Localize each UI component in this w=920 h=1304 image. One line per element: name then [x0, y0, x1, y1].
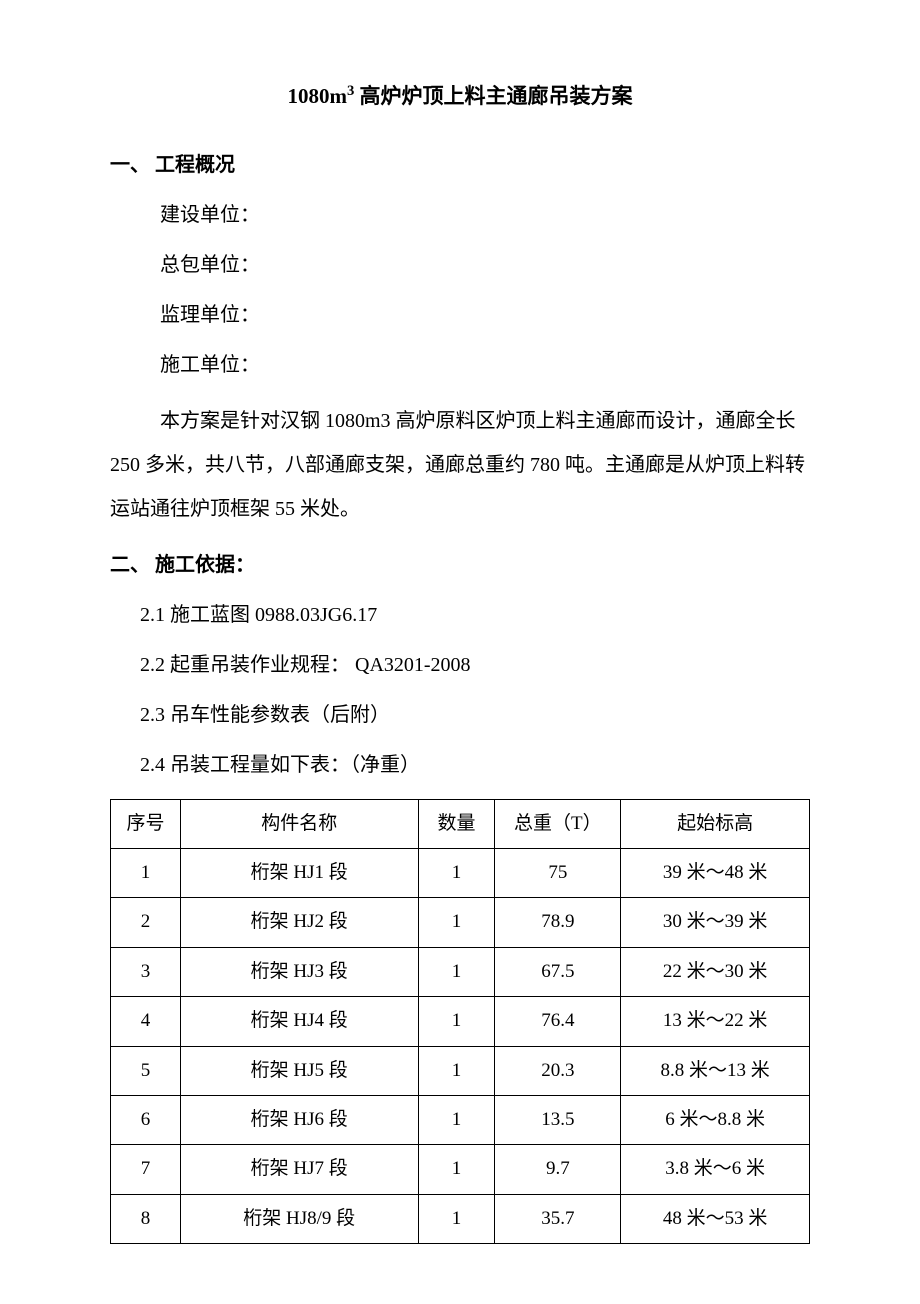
- table-cell: 桁架 HJ4 段: [180, 997, 418, 1046]
- section-2-item-2: 2.2 起重吊装作业规程： QA3201-2008: [110, 649, 810, 681]
- table-cell: 1: [418, 848, 495, 897]
- table-cell: 1: [418, 947, 495, 996]
- table-cell: 5: [111, 1046, 181, 1095]
- table-cell: 76.4: [495, 997, 621, 1046]
- table-cell: 桁架 HJ3 段: [180, 947, 418, 996]
- table-cell: 3.8 米～6 米: [621, 1145, 810, 1194]
- table-cell: 2: [111, 898, 181, 947]
- table-header-seq: 序号: [111, 799, 181, 848]
- table-row: 6 桁架 HJ6 段 1 13.5 6 米～8.8 米: [111, 1095, 810, 1144]
- table-cell: 桁架 HJ6 段: [180, 1095, 418, 1144]
- table-cell: 1: [418, 1194, 495, 1243]
- table-cell: 3: [111, 947, 181, 996]
- table-cell: 1: [418, 997, 495, 1046]
- table-cell: 78.9: [495, 898, 621, 947]
- engineering-quantity-table: 序号 构件名称 数量 总重（T） 起始标高 1 桁架 HJ1 段 1 75 39…: [110, 799, 810, 1245]
- table-header-row: 序号 构件名称 数量 总重（T） 起始标高: [111, 799, 810, 848]
- construction-unit-line: 建设单位：: [110, 199, 810, 231]
- section-2-heading: 二、 施工依据：: [110, 549, 810, 581]
- table-cell: 30 米～39 米: [621, 898, 810, 947]
- section-2-item-3: 2.3 吊车性能参数表（后附）: [110, 699, 810, 731]
- table-cell: 1: [418, 898, 495, 947]
- table-cell: 桁架 HJ2 段: [180, 898, 418, 947]
- table-header-name: 构件名称: [180, 799, 418, 848]
- table-cell: 39 米～48 米: [621, 848, 810, 897]
- document-title: 1080m3 高炉炉顶上料主通廊吊装方案: [110, 80, 810, 114]
- table-cell: 桁架 HJ8/9 段: [180, 1194, 418, 1243]
- table-cell: 75: [495, 848, 621, 897]
- title-prefix: 1080m: [287, 84, 347, 108]
- table-cell: 1: [418, 1095, 495, 1144]
- table-row: 5 桁架 HJ5 段 1 20.3 8.8 米～13 米: [111, 1046, 810, 1095]
- title-suffix: 高炉炉顶上料主通廊吊装方案: [354, 84, 632, 108]
- table-cell: 48 米～53 米: [621, 1194, 810, 1243]
- table-cell: 22 米～30 米: [621, 947, 810, 996]
- table-row: 8 桁架 HJ8/9 段 1 35.7 48 米～53 米: [111, 1194, 810, 1243]
- section-1-heading: 一、 工程概况: [110, 149, 810, 181]
- table-cell: 桁架 HJ5 段: [180, 1046, 418, 1095]
- table-row: 1 桁架 HJ1 段 1 75 39 米～48 米: [111, 848, 810, 897]
- constructor-unit-line: 施工单位：: [110, 349, 810, 381]
- table-cell: 1: [418, 1046, 495, 1095]
- table-cell: 13.5: [495, 1095, 621, 1144]
- table-cell: 1: [111, 848, 181, 897]
- table-cell: 9.7: [495, 1145, 621, 1194]
- table-cell: 1: [418, 1145, 495, 1194]
- general-contractor-line: 总包单位：: [110, 249, 810, 281]
- table-cell: 桁架 HJ1 段: [180, 848, 418, 897]
- table-row: 3 桁架 HJ3 段 1 67.5 22 米～30 米: [111, 947, 810, 996]
- table-cell: 4: [111, 997, 181, 1046]
- table-row: 7 桁架 HJ7 段 1 9.7 3.8 米～6 米: [111, 1145, 810, 1194]
- table-cell: 6: [111, 1095, 181, 1144]
- table-row: 4 桁架 HJ4 段 1 76.4 13 米～22 米: [111, 997, 810, 1046]
- table-cell: 35.7: [495, 1194, 621, 1243]
- table-cell: 7: [111, 1145, 181, 1194]
- table-row: 2 桁架 HJ2 段 1 78.9 30 米～39 米: [111, 898, 810, 947]
- table-cell: 6 米～8.8 米: [621, 1095, 810, 1144]
- section-2-item-1: 2.1 施工蓝图 0988.03JG6.17: [110, 599, 810, 631]
- section-1-paragraph: 本方案是针对汉钢 1080m3 高炉原料区炉顶上料主通廊而设计，通廊全长250 …: [110, 399, 810, 531]
- table-cell: 8.8 米～13 米: [621, 1046, 810, 1095]
- table-cell: 67.5: [495, 947, 621, 996]
- table-cell: 20.3: [495, 1046, 621, 1095]
- supervision-unit-line: 监理单位：: [110, 299, 810, 331]
- table-cell: 8: [111, 1194, 181, 1243]
- table-header-elevation: 起始标高: [621, 799, 810, 848]
- table-header-weight: 总重（T）: [495, 799, 621, 848]
- table-cell: 13 米～22 米: [621, 997, 810, 1046]
- table-header-qty: 数量: [418, 799, 495, 848]
- table-cell: 桁架 HJ7 段: [180, 1145, 418, 1194]
- section-2-item-4: 2.4 吊装工程量如下表：（净重）: [110, 749, 810, 781]
